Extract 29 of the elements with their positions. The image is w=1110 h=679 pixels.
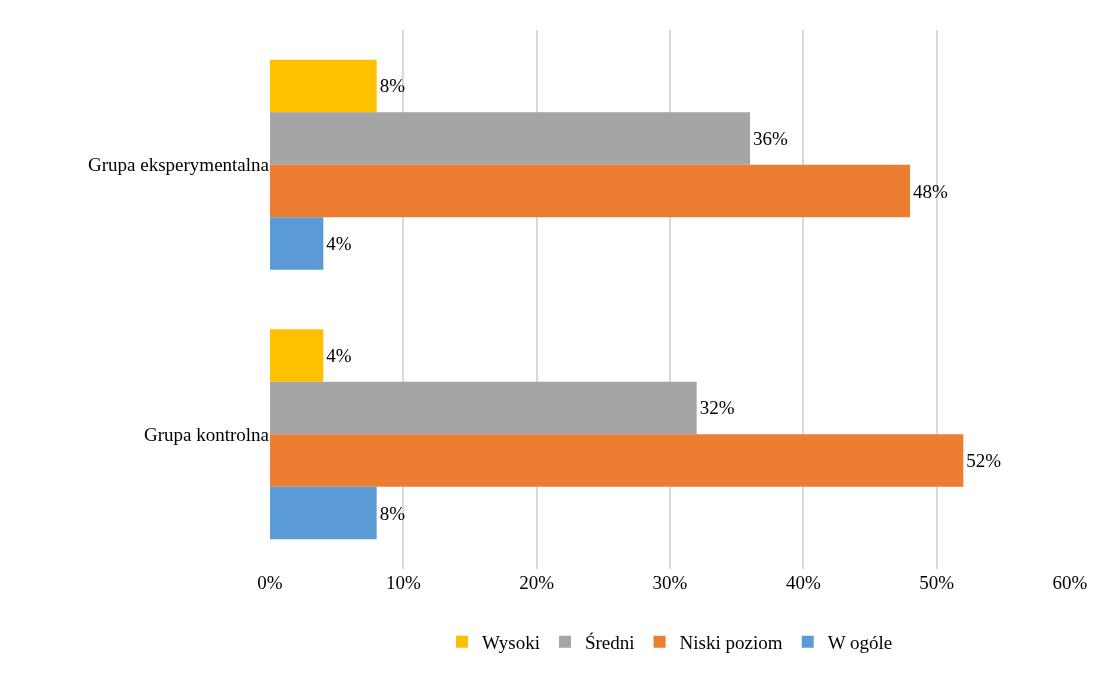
x-tick-label: 50% — [919, 572, 955, 593]
x-tick-label: 30% — [652, 572, 688, 593]
data-label: 4% — [326, 233, 352, 255]
x-tick-label: 10% — [385, 572, 421, 593]
x-tick-label: 20% — [519, 572, 555, 593]
legend-label: Niski poziom — [679, 632, 783, 654]
bar — [270, 381, 697, 435]
data-label: 36% — [753, 127, 788, 149]
bar — [270, 112, 750, 165]
data-label: 8% — [379, 502, 406, 524]
data-label: 8% — [379, 75, 406, 97]
bar — [270, 217, 324, 270]
y-tick-label: Grupa eksperymentalna — [88, 154, 270, 176]
legend-label: Średni — [584, 632, 635, 654]
data-label: 32% — [699, 397, 735, 419]
x-tick-label: 60% — [1052, 572, 1088, 593]
bar — [270, 164, 910, 218]
bar — [270, 59, 377, 113]
bar — [270, 486, 377, 540]
x-tick-label: 0% — [257, 572, 283, 593]
legend-label: W ogóle — [827, 632, 893, 654]
x-tick-label: 40% — [785, 572, 821, 593]
bar — [270, 329, 324, 382]
bar — [270, 434, 964, 487]
y-tick-label: Grupa kontrolna — [143, 423, 270, 445]
data-label: 52% — [966, 450, 1002, 472]
legend-label: Wysoki — [482, 632, 540, 654]
data-label: 4% — [326, 344, 352, 366]
data-label: 48% — [913, 180, 948, 202]
